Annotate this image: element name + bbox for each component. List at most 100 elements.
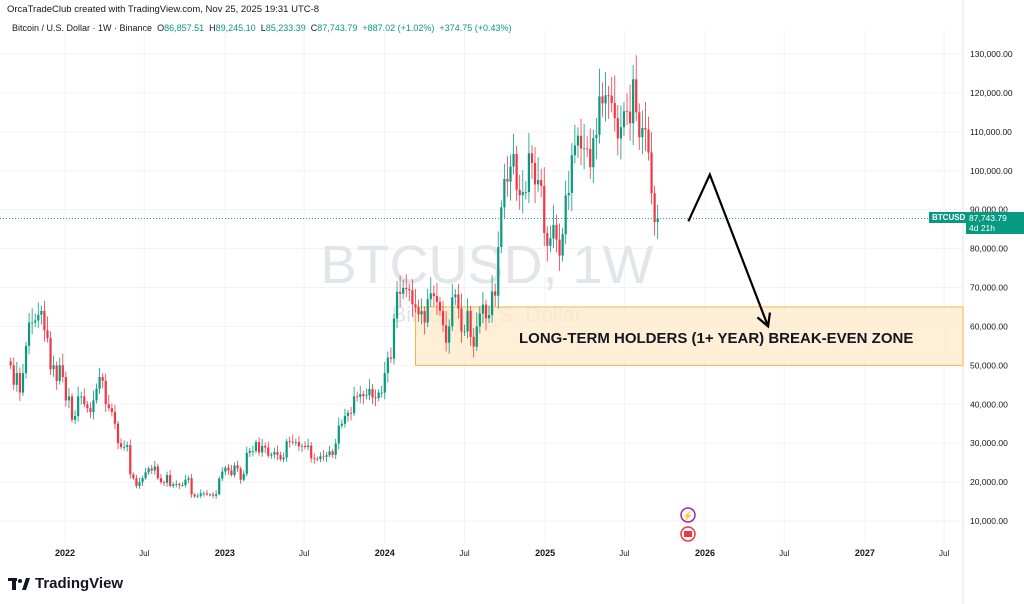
price-tick-label: 10,000.00: [970, 516, 1008, 526]
open-value: 86,857.51: [164, 23, 205, 33]
candle-body: [420, 311, 423, 315]
candle-body: [402, 287, 405, 294]
candle-body: [227, 467, 230, 471]
candle-body: [34, 320, 37, 323]
candles: [9, 55, 659, 499]
candle-body: [506, 178, 509, 182]
candle-body: [558, 239, 561, 256]
candle-body: [307, 445, 310, 448]
candle-body: [632, 79, 635, 124]
candle-body: [233, 465, 236, 476]
candle-body: [70, 396, 74, 420]
price-tick-label: 90,000.00: [970, 205, 1008, 215]
candle-body: [601, 96, 604, 104]
candle-body: [628, 111, 632, 124]
candle-body: [359, 394, 362, 397]
candle-body: [561, 234, 564, 256]
price-tick-label: 40,000.00: [970, 399, 1008, 409]
candle-body: [371, 389, 374, 398]
candle-body: [451, 297, 454, 327]
chart-credit: OrcaTradeClub created with TradingView.c…: [7, 4, 320, 15]
time-axis[interactable]: 2022 Jul 2023 Jul 2024 Jul 2025 Jul 2026 Jul 2027 J…: [55, 548, 950, 558]
candle-body: [457, 294, 460, 309]
candle-body: [267, 447, 270, 456]
candle-body: [616, 118, 619, 139]
candle-body: [205, 493, 209, 495]
candle-body: [653, 193, 656, 223]
candle-body: [491, 291, 494, 316]
candle-body: [487, 315, 491, 319]
symbol-title[interactable]: Bitcoin / U.S. Dollar · 1W · Binance: [12, 23, 153, 33]
price-axis[interactable]: 10,000.00 20,000.00 30,000.00 40,000.00 50,0…: [970, 49, 1013, 526]
lightning-icon: ⚡: [682, 510, 693, 522]
candle-body: [46, 330, 49, 339]
candle-body: [647, 129, 650, 153]
tradingview-logo[interactable]: TradingView: [8, 575, 123, 592]
ohlc-legend: Bitcoin / U.S. Dollar · 1W · Binance O86…: [12, 23, 512, 33]
time-tick-label: 2025: [535, 548, 555, 558]
candle-body: [423, 311, 426, 323]
candle-body: [607, 95, 610, 97]
candle-body: [83, 396, 86, 405]
events-icons[interactable]: ⚡: [680, 507, 696, 542]
price-tick-label: 110,000.00: [970, 127, 1012, 137]
candle-body: [494, 291, 497, 296]
candle-body: [239, 468, 242, 480]
candle-body: [353, 396, 356, 414]
candle-body: [448, 326, 451, 343]
candle-body: [288, 441, 291, 443]
arrow-head: [756, 312, 772, 329]
candle-body: [469, 310, 472, 337]
candle-body: [141, 478, 144, 483]
candle-body: [328, 451, 331, 456]
candle-body: [576, 135, 580, 146]
time-tick-label: Jul: [459, 549, 469, 558]
candle-body: [116, 423, 120, 444]
candle-body: [242, 473, 245, 480]
candle-body: [613, 103, 616, 119]
candle-body: [552, 224, 555, 239]
candle-body: [285, 441, 288, 458]
candle-body: [12, 365, 15, 385]
candle-body: [546, 233, 549, 246]
candle-body: [73, 415, 77, 420]
watermark-symbol: BTCUSD, 1W: [320, 235, 653, 295]
candle-body: [276, 452, 279, 455]
candle-body: [592, 138, 595, 168]
candle-body: [641, 127, 644, 138]
candle-body: [383, 373, 386, 393]
candle-body: [466, 310, 469, 332]
candle-body: [567, 192, 570, 196]
candle-body: [175, 484, 178, 485]
candle-body: [549, 238, 552, 246]
candle-body: [377, 392, 380, 399]
candle-body: [224, 467, 227, 472]
candle-body: [310, 445, 313, 459]
candle-body: [635, 79, 638, 113]
candle-body: [405, 287, 408, 290]
candle-body: [67, 396, 71, 401]
price-tick-label: 100,000.00: [970, 166, 1013, 176]
time-tick-label: 2027: [855, 548, 875, 558]
candle-body: [334, 443, 337, 455]
candle-body: [86, 404, 89, 409]
candle-body: [218, 478, 221, 495]
candle-body: [31, 322, 34, 324]
candle-body: [586, 148, 589, 150]
candle-body: [481, 304, 485, 314]
candle-body: [211, 494, 215, 496]
candle-body: [165, 475, 169, 483]
candle-body: [21, 373, 25, 393]
candle-body: [622, 111, 626, 128]
break-even-zone[interactable]: [415, 306, 964, 366]
projection-arrow[interactable]: [687, 171, 770, 327]
candle-body: [625, 111, 629, 113]
ticker-label: BTCUSD: [929, 212, 969, 224]
candle-body: [89, 408, 92, 413]
candle-body: [346, 412, 350, 416]
dividends-event-icon: [680, 507, 696, 523]
candle-body: [432, 293, 435, 297]
candle-body: [153, 466, 156, 471]
candle-body: [319, 456, 322, 460]
